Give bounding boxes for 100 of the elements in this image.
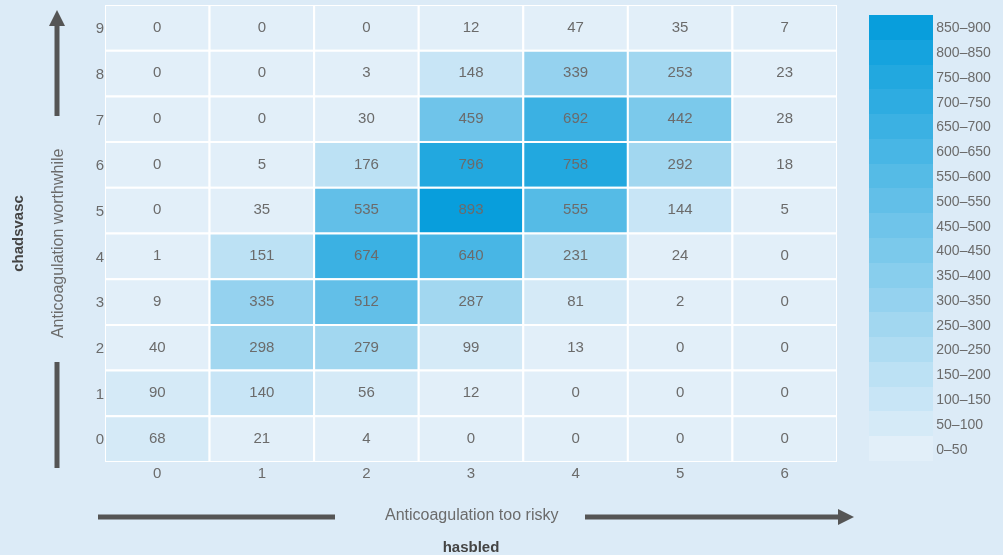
y-tick-label: 5 (95, 201, 104, 219)
y-tick-label: 0 (95, 430, 104, 448)
data-label: 292 (667, 154, 693, 172)
color-bar-label: 0–50 (936, 440, 968, 457)
y-tick-label: 6 (95, 156, 104, 174)
data-label: 23 (776, 63, 794, 81)
data-label: 0 (257, 17, 267, 35)
data-label: 512 (353, 291, 379, 309)
color-bar-label: 700–750 (936, 93, 992, 110)
data-label: 0 (675, 383, 685, 401)
data-label: 692 (563, 109, 589, 126)
data-label: 0 (571, 383, 580, 401)
color-bar-label: 100–150 (936, 391, 992, 408)
x-axis-title: hasbled (442, 538, 500, 555)
data-label: 0 (257, 109, 267, 126)
data-label: 287 (458, 291, 484, 309)
color-bar-label: 400–450 (936, 242, 992, 259)
data-label: 3 (362, 63, 371, 81)
x-tick-label: 2 (362, 464, 371, 481)
y-tick-label: 2 (95, 339, 104, 356)
color-bar-label: 650–700 (936, 118, 992, 135)
color-bar-label: 50–100 (936, 415, 984, 432)
data-label: 12 (462, 17, 480, 35)
data-label: 148 (458, 63, 484, 81)
data-label: 0 (780, 246, 789, 264)
data-label: 176 (353, 154, 379, 172)
x-tick-label: 4 (571, 464, 580, 481)
data-label: 5 (257, 154, 267, 172)
data-label: 0 (466, 428, 476, 446)
y-tick-label: 8 (95, 64, 104, 82)
color-bar-label: 450–500 (936, 217, 992, 234)
data-label: 68 (148, 428, 166, 446)
color-bar-label: 600–650 (936, 143, 992, 160)
data-label: 459 (458, 109, 484, 126)
data-label: 535 (353, 200, 379, 218)
x-tick-label: 3 (466, 464, 476, 481)
data-label: 12 (462, 383, 480, 401)
color-bar-label: 350–400 (936, 267, 992, 284)
data-label: 35 (671, 17, 689, 35)
data-label: 0 (153, 200, 162, 218)
data-label: 796 (458, 154, 484, 172)
data-label: 0 (362, 17, 371, 35)
data-label: 90 (148, 383, 166, 401)
color-bar-label: 250–300 (936, 316, 992, 333)
y-axis-title: chadsvasc (8, 195, 26, 272)
data-label: 0 (153, 63, 162, 81)
color-bar-label: 800–850 (936, 44, 992, 61)
data-label: 9 (153, 291, 162, 309)
data-label: 0 (780, 428, 789, 446)
data-label: 7 (780, 17, 789, 35)
data-label: 13 (567, 337, 584, 355)
data-label: 279 (353, 337, 379, 355)
data-label: 442 (667, 109, 693, 126)
data-label: 28 (776, 109, 794, 126)
data-label: 5 (780, 200, 789, 218)
data-label: 1 (153, 246, 162, 264)
x-tick-label: 1 (257, 464, 267, 481)
data-label: 253 (667, 63, 693, 81)
data-label: 758 (563, 154, 589, 172)
data-label: 0 (257, 63, 267, 81)
text: Anticoagulation too risky (385, 506, 559, 523)
data-label: 893 (458, 200, 484, 218)
data-label: 47 (567, 17, 584, 35)
y-tick-label: 3 (95, 293, 104, 311)
data-label: 35 (253, 200, 271, 218)
data-label: 151 (249, 246, 275, 264)
data-label: 2 (675, 291, 685, 309)
data-label: 339 (563, 63, 589, 81)
data-label: 30 (358, 109, 375, 126)
data-label: 0 (153, 154, 162, 172)
y-tick-label: 9 (95, 19, 104, 37)
data-label: 335 (249, 291, 275, 309)
data-label: 298 (249, 337, 275, 355)
x-tick-label: 0 (153, 464, 162, 481)
x-tick-label: 6 (780, 464, 789, 481)
data-label: 40 (148, 337, 166, 355)
y-tick-label: 1 (95, 384, 104, 402)
data-label: 0 (153, 17, 162, 35)
data-label: 0 (780, 383, 789, 401)
color-bar-label: 500–550 (936, 192, 992, 209)
color-bar-label: 300–350 (936, 291, 992, 308)
data-label: 0 (675, 337, 685, 355)
color-bar-label: 150–200 (936, 366, 992, 383)
data-label: 674 (353, 246, 379, 264)
y-tick-label: 4 (95, 247, 104, 265)
color-bar-label: 850–900 (936, 19, 992, 36)
data-label: 21 (253, 428, 271, 446)
data-label: 0 (675, 428, 685, 446)
x-tick-label: 5 (675, 464, 685, 481)
data-label: 0 (153, 109, 162, 126)
data-label: 231 (563, 246, 589, 264)
color-bar-label: 750–800 (936, 68, 992, 85)
data-label: 640 (458, 246, 484, 264)
data-label: 140 (249, 383, 275, 401)
data-label: 56 (358, 383, 375, 401)
data-label: 555 (563, 200, 589, 218)
data-label: 0 (780, 337, 789, 355)
data-label: 18 (776, 154, 794, 172)
text: Anticoagulation worthwhile (48, 148, 66, 339)
color-bar-label: 200–250 (936, 341, 992, 358)
